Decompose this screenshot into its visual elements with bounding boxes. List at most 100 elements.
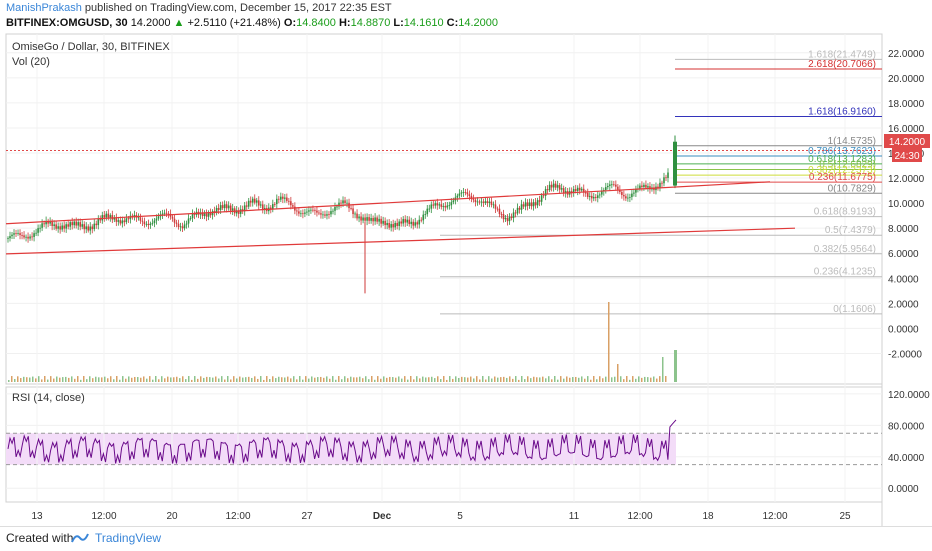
price-pane[interactable] — [5, 33, 883, 385]
volume-bar — [587, 376, 589, 382]
candle-body — [207, 212, 210, 217]
candle-body — [574, 189, 577, 191]
candle-body — [625, 196, 627, 199]
volume-bar — [356, 377, 358, 382]
candle-body — [312, 209, 314, 211]
candle-body — [300, 213, 302, 215]
volume-bar — [269, 379, 271, 382]
candle-body — [161, 213, 164, 215]
volume-bar — [92, 378, 94, 382]
volume-bar — [17, 376, 19, 382]
volume-bar — [401, 378, 403, 382]
candle-body — [508, 216, 511, 222]
volume-bar — [131, 377, 133, 382]
candle-body — [460, 192, 463, 194]
volume-bar — [116, 376, 118, 382]
tradingview-logo-icon — [71, 533, 89, 543]
volume-bar — [50, 376, 52, 382]
candle-body — [257, 200, 260, 206]
candle-body — [203, 213, 206, 217]
volume-bar — [86, 379, 88, 382]
low-value: 14.1610 — [403, 17, 444, 29]
candle-body — [619, 189, 621, 192]
volume-bar — [323, 377, 325, 382]
price-tick-label: 2.0000 — [888, 299, 919, 310]
candle-body — [71, 222, 73, 226]
candle-body — [342, 200, 344, 204]
volume-bar — [8, 380, 10, 382]
candle-body — [368, 217, 370, 221]
candle-body — [183, 224, 186, 229]
candle-body — [306, 211, 308, 213]
volume-bar — [197, 378, 199, 382]
candle-body — [211, 211, 214, 216]
volume-bar — [329, 378, 331, 382]
volume-bar — [326, 376, 328, 382]
candle-body — [615, 184, 617, 187]
candle-body — [123, 220, 126, 223]
candle-body — [51, 221, 53, 226]
candle-body — [476, 201, 479, 203]
candle-body — [77, 222, 80, 226]
published-text: published on TradingView.com, December 1… — [84, 2, 392, 14]
publish-line: ManishPrakash published on TradingView.c… — [6, 2, 392, 14]
candle-body — [127, 218, 130, 220]
volume-bar — [299, 376, 301, 382]
candle-body — [121, 220, 124, 224]
candle-body — [520, 204, 523, 210]
price-tick-label: 10.0000 — [888, 199, 925, 210]
candle-body — [33, 233, 35, 237]
candle-body — [500, 214, 503, 215]
volume-bar — [113, 379, 115, 382]
candle-body — [512, 212, 515, 219]
low-label: L: — [393, 17, 404, 29]
volume-bar — [410, 376, 412, 382]
candle-body — [354, 213, 356, 215]
volume-bar — [14, 378, 16, 382]
volume-bar — [428, 377, 430, 382]
candle-body — [39, 227, 41, 229]
volume-bar — [494, 376, 496, 382]
candle-body — [177, 223, 180, 227]
candle-body — [556, 185, 559, 188]
volume-bar — [614, 376, 616, 382]
tradingview-link[interactable]: TradingView — [95, 531, 162, 545]
candle-body — [276, 198, 278, 205]
candle-body — [516, 207, 519, 214]
candle-body — [590, 195, 593, 199]
candle-body — [35, 232, 37, 234]
candle-body — [468, 194, 471, 196]
volume-bar — [659, 376, 661, 382]
volume-bar — [182, 376, 184, 382]
chart-canvas[interactable]: 1.618(21.4749)2.618(20.7066) 1.618(16.916… — [0, 30, 932, 526]
volume-bar — [353, 377, 355, 382]
volume-bar — [95, 376, 97, 382]
ohlc-line: BITFINEX:OMGUSD, 30 14.2000 ▲ +2.5110 (+… — [6, 17, 498, 29]
candle-body — [609, 184, 611, 186]
volume-bar — [176, 376, 178, 382]
volume-bar — [545, 378, 547, 382]
volume-bar — [296, 379, 298, 382]
volume-bar — [434, 378, 436, 382]
volume-bar — [563, 378, 565, 382]
volume-bar — [209, 377, 211, 382]
volume-bar — [359, 376, 361, 382]
candle-body — [215, 208, 218, 214]
candle-body — [432, 204, 435, 206]
candle-body — [336, 206, 338, 208]
volume-bar — [287, 376, 289, 382]
volume-bar — [569, 377, 571, 382]
candle-body — [450, 202, 453, 206]
candle-body — [631, 193, 633, 198]
fib-level-label: 1.618(21.4749) — [808, 49, 876, 60]
volume-bar — [437, 376, 439, 382]
volume-bar — [278, 376, 280, 382]
time-tick-label: 18 — [702, 511, 714, 522]
author-link[interactable]: ManishPrakash — [6, 2, 82, 14]
volume-bar — [200, 376, 202, 382]
rsi-tick-label: 120.0000 — [888, 390, 930, 401]
candle-body — [456, 195, 459, 198]
volume-bar — [611, 377, 613, 382]
candle-body — [498, 208, 501, 215]
candle-body — [231, 208, 234, 211]
